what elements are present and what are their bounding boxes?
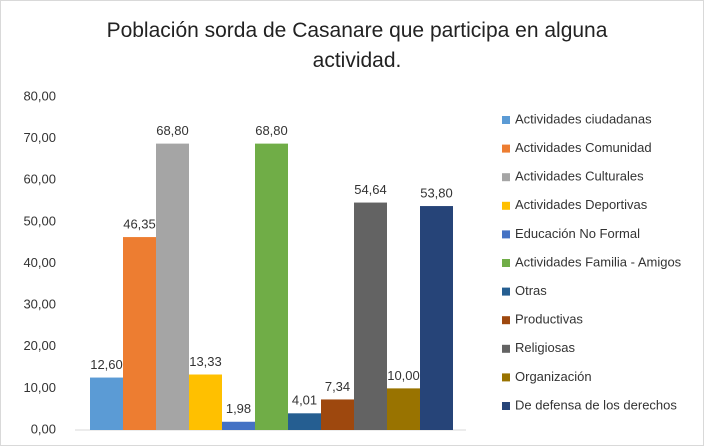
y-tick-label: 80,00	[23, 88, 56, 103]
legend-label: Actividades Culturales	[515, 169, 644, 184]
y-tick-label: 20,00	[23, 338, 56, 353]
legend-swatch	[502, 230, 510, 239]
legend-label: Educación No Formal	[515, 226, 640, 241]
data-label: 7,34	[325, 379, 350, 394]
legend-label: Religiosas	[515, 340, 575, 355]
bar	[189, 374, 222, 430]
y-tick-label: 40,00	[23, 255, 56, 270]
data-label: 4,01	[292, 393, 317, 408]
legend-swatch	[502, 373, 510, 382]
data-label: 1,98	[226, 401, 251, 416]
legend-label: Actividades Comunidad	[515, 140, 652, 155]
y-tick-label: 30,00	[23, 297, 56, 312]
legend-label: Productivas	[515, 312, 583, 327]
legend-label: De defensa de los derechos	[515, 397, 677, 412]
bar	[420, 206, 453, 430]
legend-swatch	[502, 144, 510, 153]
y-tick-label: 60,00	[23, 172, 56, 187]
y-tick-label: 10,00	[23, 380, 56, 395]
legend-swatch	[502, 201, 510, 210]
bar	[321, 399, 354, 430]
legend-label: Organización	[515, 369, 592, 384]
data-label: 68,80	[156, 123, 189, 138]
data-label: 13,33	[189, 354, 222, 369]
chart-title: Población sorda de Casanare que particip…	[106, 19, 608, 72]
data-label: 68,80	[255, 123, 288, 138]
y-tick-label: 50,00	[23, 213, 56, 228]
bar	[255, 143, 288, 430]
bar	[288, 413, 321, 430]
legend-swatch	[502, 287, 510, 296]
data-label: 46,35	[123, 217, 156, 232]
bar	[123, 237, 156, 430]
legend-label: Actividades Deportivas	[515, 197, 648, 212]
y-tick-label: 70,00	[23, 130, 56, 145]
bar	[222, 421, 255, 430]
legend-label: Otras	[515, 283, 547, 298]
legend-swatch	[502, 116, 510, 124]
data-label: 54,64	[354, 182, 387, 197]
data-label: 53,80	[420, 185, 453, 200]
bar	[156, 143, 189, 430]
bar	[387, 388, 420, 430]
legend-swatch	[502, 316, 510, 325]
legend-swatch	[502, 173, 510, 182]
legend-swatch	[502, 259, 510, 267]
legend-swatch	[502, 402, 510, 410]
bar	[354, 202, 387, 430]
legend-swatch	[502, 344, 510, 353]
bar	[90, 377, 123, 430]
data-label: 10,00	[387, 368, 420, 383]
legend-label: Actividades ciudadanas	[515, 111, 652, 126]
legend-label: Actividades Familia - Amigos	[515, 254, 682, 269]
data-label: 12,60	[90, 357, 123, 372]
y-tick-label: 0,00	[31, 421, 56, 436]
